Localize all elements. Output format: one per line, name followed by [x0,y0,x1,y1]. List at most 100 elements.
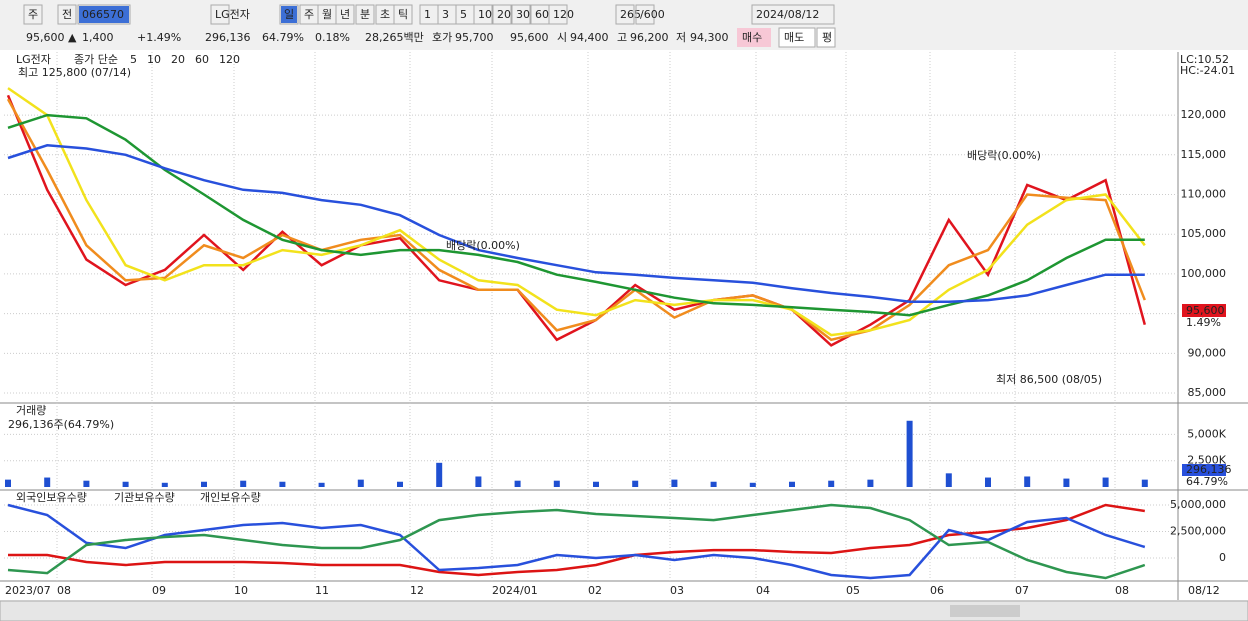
button-bg[interactable] [778,27,816,48]
scroll-thumb[interactable] [950,605,1020,617]
panel-title: 거래량 [16,404,46,417]
toolbar-item[interactable]: 1 [424,8,431,21]
last-price: 95,600 [1186,304,1225,317]
x-tick-label: 02 [588,584,602,597]
toolbar-button[interactable] [492,4,512,25]
series-line [8,503,1145,577]
toolbar-item[interactable]: 일 [284,7,294,21]
toolbar-item[interactable]: 주 [304,8,314,21]
toolbar-button[interactable] [57,4,77,25]
toolbar-button[interactable] [548,4,568,25]
volume-bar [1024,476,1031,487]
button-bg[interactable] [816,27,836,48]
toolbar-item[interactable]: 120 [553,8,574,21]
toolbar-item[interactable]: 전 [62,8,72,21]
y-tick-label: 2,500K [1187,454,1226,467]
toolbar-button[interactable] [210,4,230,25]
annotation: 최고 125,800 (07/14) [18,66,131,79]
series-line [7,87,1146,337]
toolbar-item[interactable]: 5 [460,8,467,21]
x-tick-label: 10 [234,584,248,597]
legend-entry: 5 [130,53,137,66]
toolbar-button[interactable] [23,4,43,25]
toolbar-item[interactable]: 월 [322,8,332,21]
toolbar-item[interactable]: 3 [442,8,449,21]
toolbar-item[interactable]: 년 [340,8,350,21]
toolbar-button[interactable] [635,4,655,25]
toolbar-item[interactable]: 20 [497,8,511,21]
volume-bar [1102,477,1109,487]
series-line [7,113,1145,317]
toolbar-highlight [281,6,297,23]
x-tick-label: 2024/01 [492,584,538,597]
series-line [7,503,1146,580]
quote-item[interactable]: 매수 [742,31,762,44]
toolbar-item[interactable]: /600 [640,8,665,21]
toolbar-button[interactable] [77,4,131,25]
toolbar-highlight [79,6,129,23]
quote-item: 고 [617,31,627,44]
quote-item[interactable]: 평 [822,31,832,44]
quote-item: 95,600 [510,31,549,44]
quote-item: 96,200 [630,31,669,44]
volume-bar [122,481,129,487]
annotation: LC:10.52 [1180,53,1229,66]
buy-button-bg[interactable] [737,28,771,47]
x-tick-label: 05 [846,584,860,597]
toolbar-button[interactable] [511,4,531,25]
toolbar-item[interactable]: 2024/08/12 [756,8,819,21]
quote-item: 0.18% [315,31,350,44]
y-tick-label: 85,000 [1188,386,1227,399]
toolbar-item[interactable]: 265 [620,8,641,21]
legend-entry: 기관보유수량 [114,491,175,504]
quote-item: 95,700 [455,31,494,44]
volume-bar [436,462,443,487]
y-tick-label: 90,000 [1188,346,1227,359]
quote-item: 94,400 [570,31,609,44]
y-tick-label: 115,000 [1181,148,1227,161]
toolbar-item[interactable]: 분 [360,8,370,21]
volume-bar [83,480,90,487]
scrollbar[interactable] [0,600,1248,621]
toolbar-button[interactable] [355,4,375,25]
toolbar-button[interactable] [473,4,493,25]
series-line [6,94,1147,347]
volume-bar [240,480,247,487]
quote-item: 호가 [432,31,452,44]
toolbar-button[interactable] [615,4,635,25]
x-tick-label: 04 [756,584,770,597]
toolbar-button[interactable] [751,4,835,25]
volume-bar [201,481,207,487]
toolbar-item[interactable]: 초 [380,8,390,21]
quote-item: 296,136 [205,31,251,44]
toolbar-item[interactable]: 30 [516,8,530,21]
volume-bar [749,482,756,487]
y-tick-label: 100,000 [1181,267,1227,280]
toolbar-button[interactable] [279,4,299,25]
volume-bar [789,481,795,487]
volume-bar [161,482,168,487]
quote-item[interactable]: 매도 [784,31,804,44]
volume-bar [710,481,717,487]
quote-item: 저 [676,31,686,44]
toolbar-button[interactable] [335,4,355,25]
quote-item: 1,400 [82,31,114,44]
volume-bar [514,480,521,487]
annotation: 배당락(0.00%) [967,149,1041,162]
toolbar-item[interactable]: 066570 [82,8,124,21]
quote-item: +1.49% [137,31,181,44]
toolbar-button[interactable] [393,4,413,25]
last-change: 1.49% [1186,316,1221,329]
quote-item: 시 [557,31,567,44]
legend-entry: 10 [147,53,161,66]
toolbar-item[interactable]: 틱 [398,8,408,21]
volume-bar [593,481,599,487]
toolbar-item[interactable]: 주 [28,8,38,21]
toolbar-item[interactable]: 60 [535,8,549,21]
annotation: 배당락(0.00%) [446,239,520,252]
toolbar-item[interactable]: 10 [478,8,492,21]
toolbar-item[interactable]: LG전자 [215,8,250,21]
series-line [7,503,1146,580]
y-tick-label: 5,000,000 [1170,498,1226,511]
